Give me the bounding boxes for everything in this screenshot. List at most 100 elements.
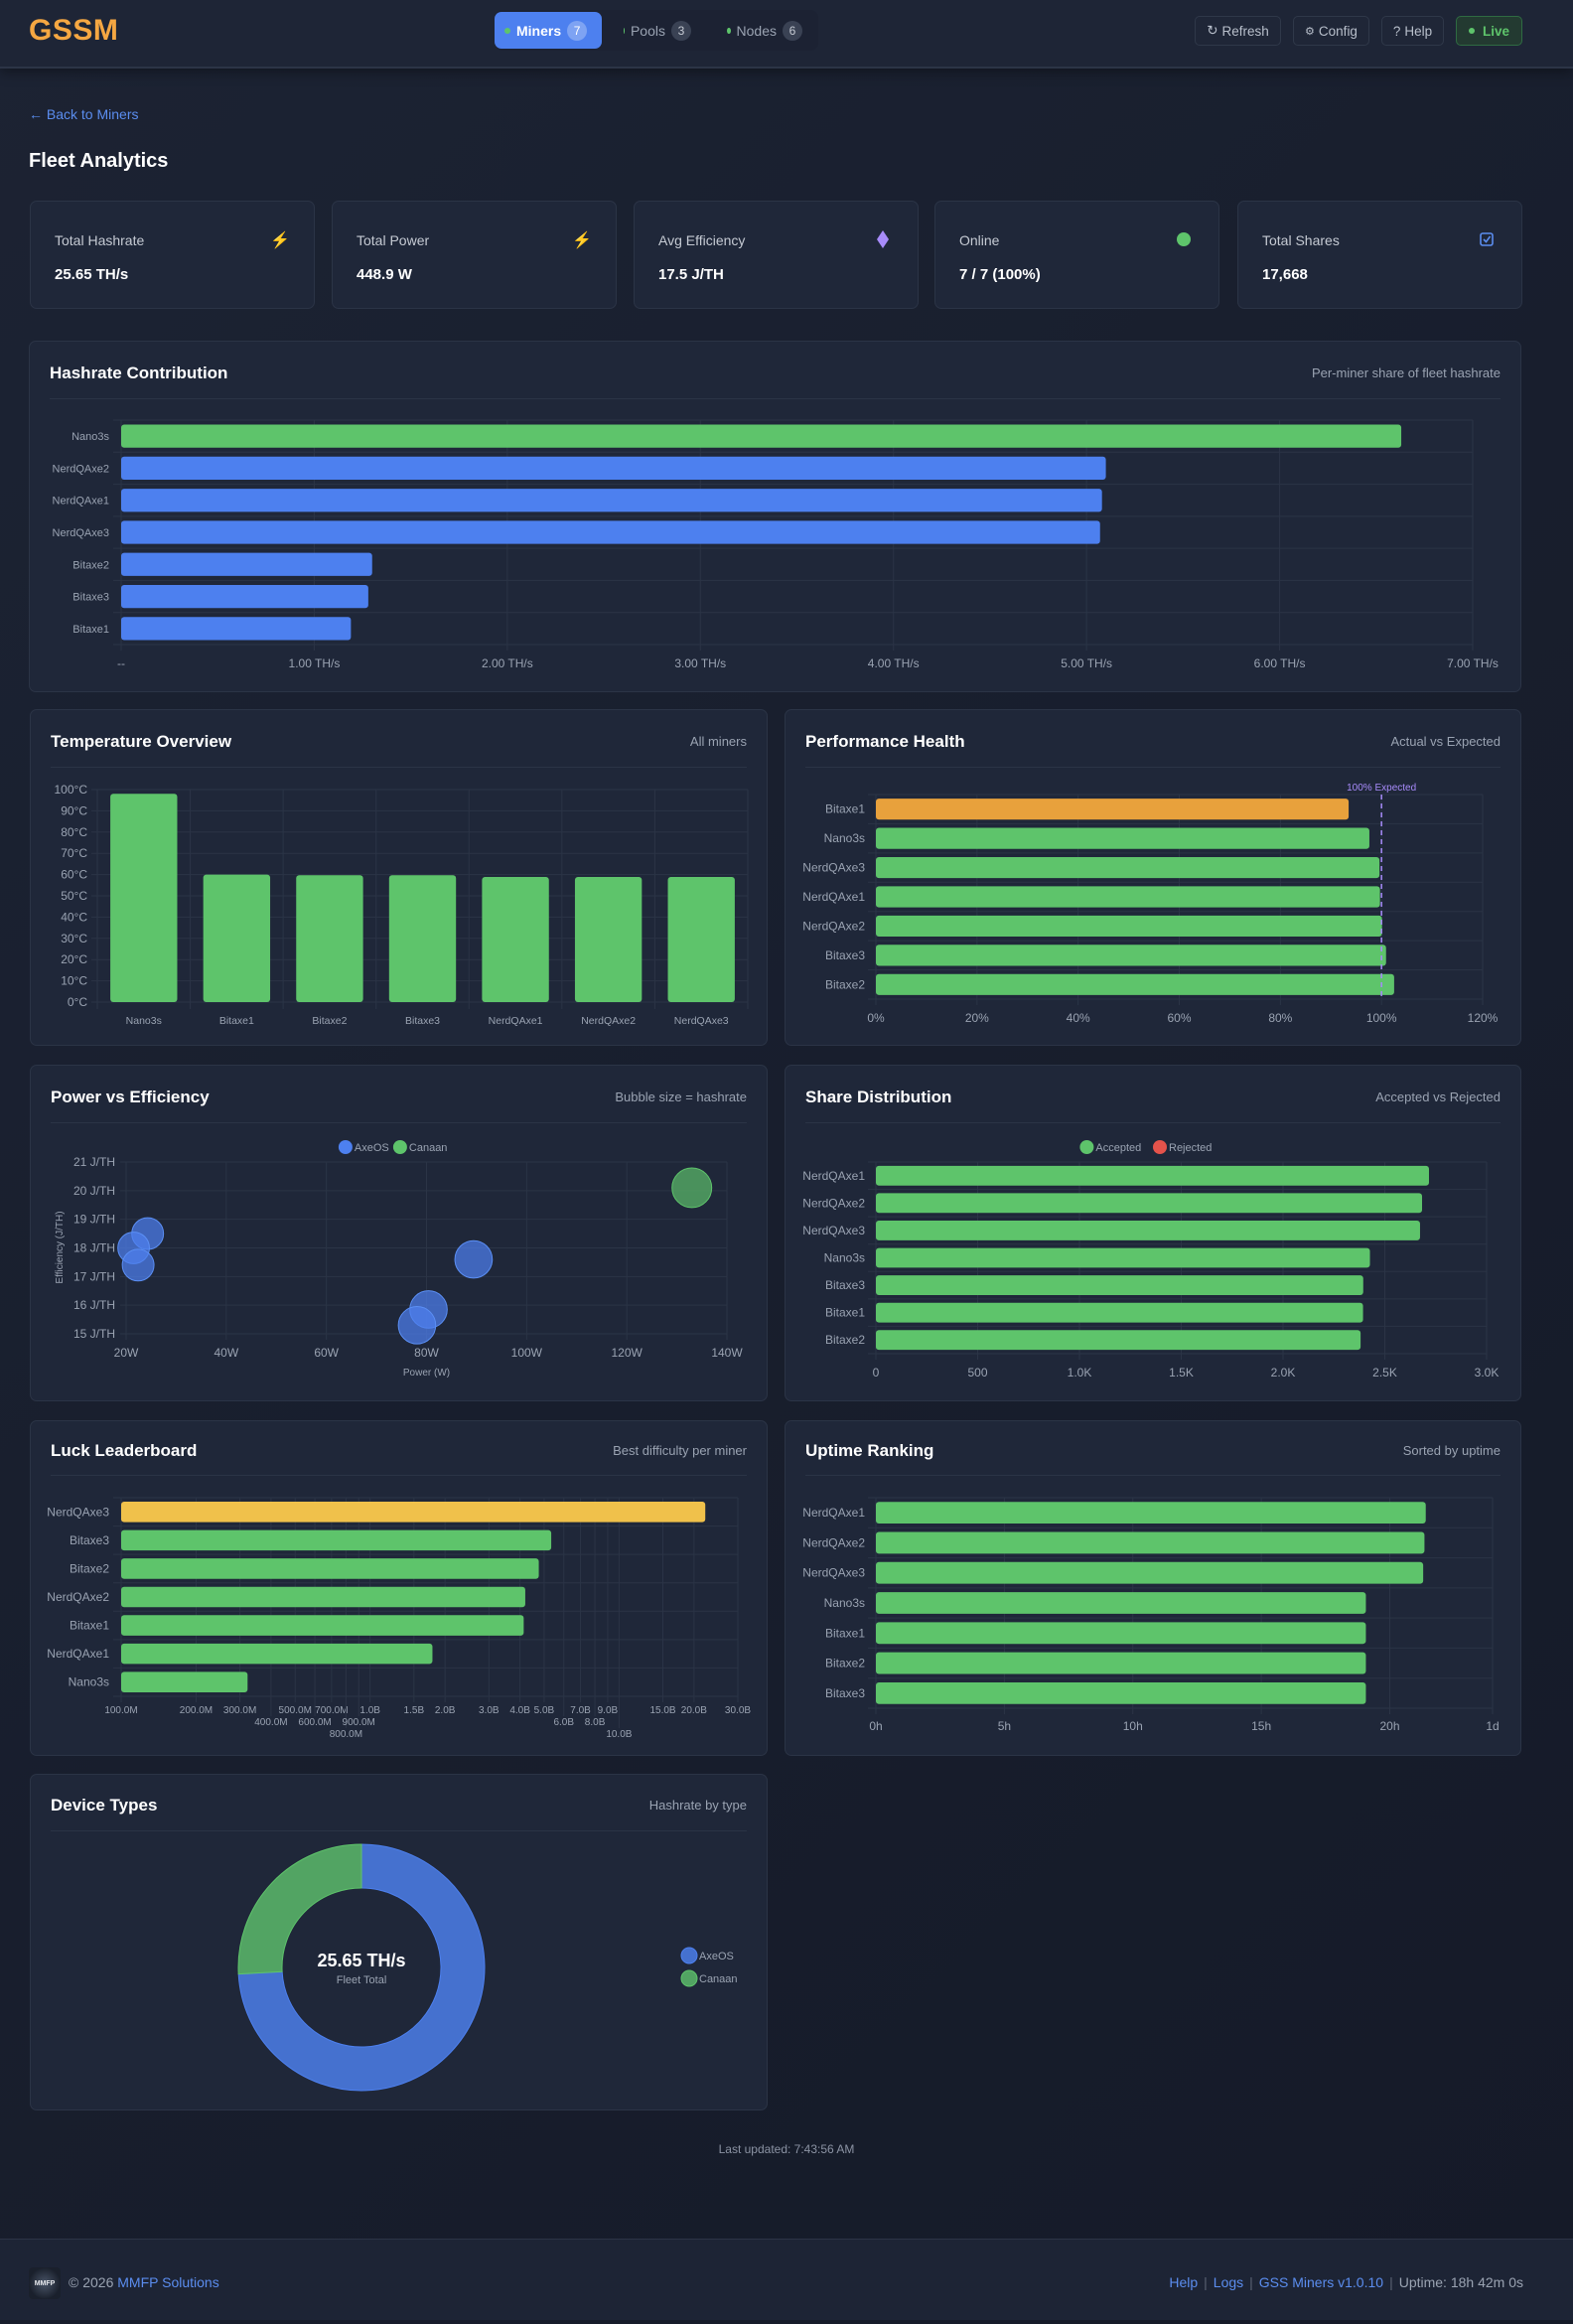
refresh-button[interactable]: ↻ Refresh [1195,16,1281,46]
x-tick-label: 1.5K [1169,1366,1194,1380]
bar-nerdqaxe1 [876,1165,1429,1186]
x-tick-label: 60% [1167,1011,1191,1025]
x-tick-label: 0% [867,1011,885,1025]
panel-subtitle: All miners [689,734,747,749]
x-tick-label: 40W [214,1346,238,1360]
x-tick-label: 15.0B [649,1705,675,1716]
x-tick-label: 2.00 TH/s [482,656,533,670]
y-category-label: Nano3s [69,1675,109,1689]
divider [805,767,1501,768]
x-tick-label: 1d [1486,1719,1499,1733]
y-category-label: Nano3s [824,831,865,845]
footer-links: Help | Logs | GSS Miners v1.0.10 | Uptim… [1169,2274,1523,2290]
x-tick-label: 10h [1123,1719,1143,1733]
x-tick-label: 20h [1379,1719,1399,1733]
y-category-label: Bitaxe3 [825,948,865,962]
y-tick-label: 20 J/TH [73,1184,115,1198]
y-axis-title: Efficiency (J/TH) [55,1211,66,1283]
y-category-label: Nano3s [72,431,109,443]
x-tick-label: 20% [965,1011,989,1025]
bar-bitaxe2 [876,1330,1361,1351]
x-category-label: Bitaxe2 [312,1015,347,1027]
panel-subtitle: Sorted by uptime [1402,1443,1501,1458]
x-category-label: NerdQAxe1 [489,1015,543,1027]
status-dot-icon [624,27,625,34]
x-tick-label: 0h [869,1719,882,1733]
bar-bitaxe2 [876,973,1394,995]
stat-value: 25.65 TH/s [55,266,129,283]
footer-help-link[interactable]: Help [1169,2274,1199,2290]
bar-nerdqaxe3 [121,1502,706,1523]
nav-tab-pools[interactable]: Pools 3 [614,12,701,49]
separator: | [1249,2274,1253,2290]
nav-tab-miners[interactable]: Miners 7 [495,12,602,49]
footer: MMFP © 2026 MMFP Solutions Help | Logs |… [0,2239,1573,2320]
legend-label: AxeOS [699,1951,734,1962]
y-tick-label: 50°C [61,889,87,903]
copyright: © 2026 MMFP Solutions [69,2274,219,2290]
x-tick-label: 120W [611,1346,643,1360]
x-tick-label: -- [117,656,125,670]
nav-tab-label: Nodes [736,22,777,39]
company-link[interactable]: MMFP Solutions [117,2274,219,2290]
y-category-label: NerdQAxe2 [802,1196,865,1210]
y-tick-label: 19 J/TH [73,1213,115,1227]
stat-value: 17.5 J/TH [658,266,724,283]
x-tick-label: 0 [873,1366,880,1380]
uptime-ranking-panel: Uptime Ranking Sorted by uptime 0h 5h 10h 1… [785,1420,1521,1756]
bubble-axeos [454,1239,494,1279]
bar-nerdqaxe1 [121,1643,433,1665]
x-tick-label: 30.0B [725,1705,751,1716]
y-category-label: NerdQAxe2 [802,1535,865,1549]
y-tick-label: 30°C [61,932,87,945]
stat-label: Total Hashrate [55,232,145,248]
config-label: Config [1318,23,1358,39]
y-category-label: NerdQAxe3 [802,861,865,875]
arrow-left-icon: ← [29,106,43,122]
legend-label: Canaan [699,1973,738,1985]
bar-nerdqaxe2 [876,915,1382,938]
nav-tab-nodes[interactable]: Nodes 6 [717,12,812,49]
x-tick-label: 8.0B [585,1717,606,1728]
bar-bitaxe3 [876,1275,1363,1295]
y-category-label: NerdQAxe1 [802,890,865,904]
y-category-label: Nano3s [824,1251,865,1265]
bar-nerdqaxe2 [121,456,1106,481]
x-tick-label: 100W [511,1346,543,1360]
legend-swatch-icon [338,1140,353,1154]
help-button[interactable]: ? Help [1381,16,1444,46]
y-tick-label: 16 J/TH [73,1298,115,1312]
live-label: Live [1482,23,1509,39]
x-tick-label: 2.0K [1271,1366,1296,1380]
x-tick-label: 6.00 TH/s [1254,656,1306,670]
y-category-label: Bitaxe1 [70,1619,109,1633]
status-dot-icon [504,27,510,34]
y-category-label: Bitaxe3 [72,592,109,604]
x-tick-label: 7.0B [570,1705,591,1716]
lightning-icon: ⚡ [572,232,592,249]
live-toggle[interactable]: Live [1456,16,1522,46]
config-button[interactable]: ⚙ Config [1293,16,1369,46]
x-tick-label: 400.0M [254,1717,287,1728]
panel-subtitle: Best difficulty per miner [613,1443,747,1458]
x-tick-label: 6.0B [553,1717,574,1728]
panel-title: Device Types [51,1796,158,1815]
back-to-miners-link[interactable]: ← Back to Miners [29,106,138,122]
company-logo: MMFP [29,2267,61,2299]
footer-logs-link[interactable]: Logs [1213,2274,1244,2290]
x-category-label: Bitaxe1 [219,1015,254,1027]
y-category-label: Bitaxe1 [825,1626,865,1640]
bar-nerdqaxe1 [876,886,1380,908]
x-tick-label: 3.00 TH/s [674,656,726,670]
x-tick-label: 5.00 TH/s [1061,656,1112,670]
y-category-label: Bitaxe2 [825,1333,865,1347]
legend-swatch-icon [1079,1140,1094,1154]
app-logo[interactable]: GSSM [29,14,119,47]
y-category-label: Bitaxe1 [72,624,109,636]
version-link[interactable]: GSS Miners v1.0.10 [1258,2274,1384,2290]
stat-card-total-hashrate: Total Hashrate 25.65 TH/s ⚡ [30,201,315,309]
x-tick-label: 4.0B [509,1705,530,1716]
panel-title: Share Distribution [805,1088,952,1106]
bar-nerdqaxe1 [121,489,1102,512]
x-tick-label: 200.0M [180,1705,213,1716]
